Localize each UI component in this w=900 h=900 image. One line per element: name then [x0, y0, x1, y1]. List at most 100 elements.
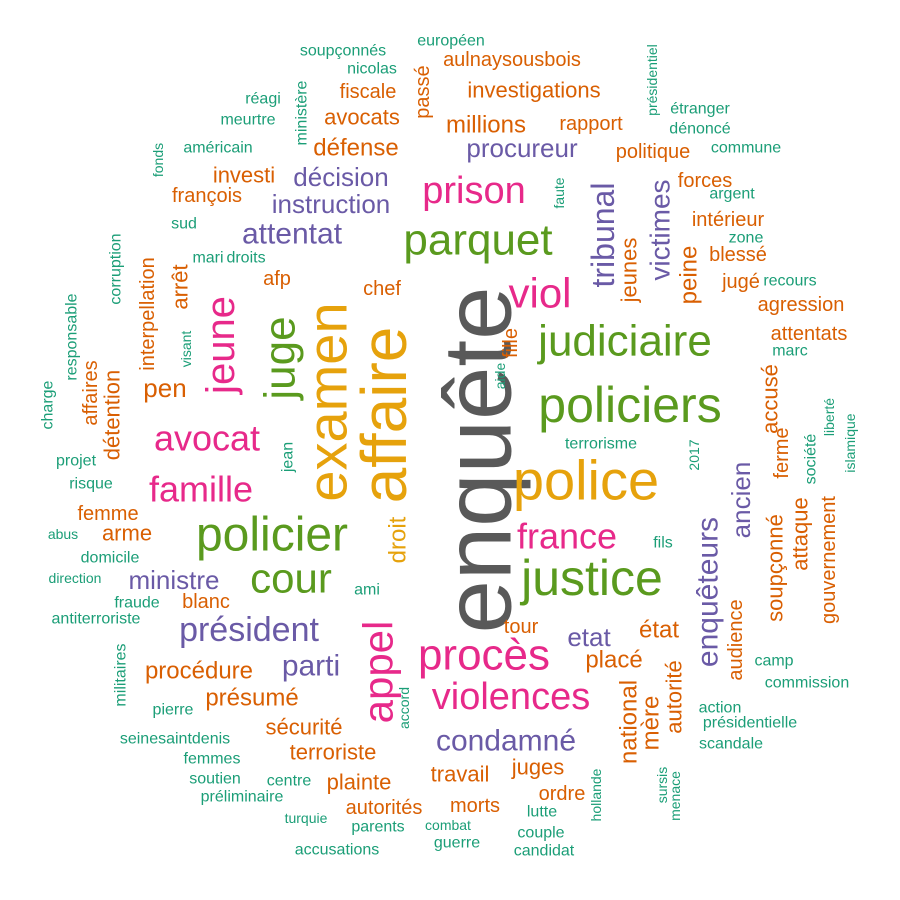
word-proces: procès — [418, 631, 550, 680]
word-affaire: affaire — [348, 327, 420, 504]
word-visant: visant — [178, 331, 194, 368]
word-aulnaysousbois: aulnaysousbois — [443, 49, 581, 71]
word-policiers: policiers — [538, 377, 721, 433]
word-ami: ami — [354, 582, 380, 599]
word-morts: morts — [450, 795, 500, 817]
word-meurtre: meurtre — [220, 112, 275, 129]
word-agression: agression — [758, 294, 845, 316]
word-policier: policier — [196, 509, 348, 562]
word-droits: droits — [226, 250, 265, 267]
word-condamne: condamné — [436, 725, 576, 758]
word-travail: travail — [431, 762, 490, 787]
word-affaires: affaires — [80, 360, 102, 425]
word-politique: politique — [616, 141, 691, 163]
word-presidentielle: présidentielle — [703, 715, 797, 732]
word-preliminaire: préliminaire — [201, 789, 284, 806]
word-centre: centre — [267, 773, 312, 790]
word-abus: abus — [48, 526, 78, 542]
word-procedure: procédure — [145, 658, 253, 685]
word-president: président — [179, 611, 319, 649]
word-femmes: femmes — [184, 751, 241, 768]
word-victimes: victimes — [645, 179, 676, 280]
word-fraude: fraude — [114, 595, 159, 612]
word-cour: cour — [250, 555, 332, 602]
word-islamique: islamique — [842, 413, 858, 472]
word-parti: parti — [282, 650, 340, 683]
word-recours: recours — [763, 273, 816, 290]
word-corruption: corruption — [108, 233, 125, 304]
word-etat: état — [639, 617, 679, 644]
word-accusations: accusations — [295, 842, 380, 859]
word-investigations: investigations — [467, 78, 600, 103]
word-appel: appel — [355, 621, 402, 724]
word-marc: marc — [772, 343, 808, 360]
word-fille: fille — [500, 328, 522, 358]
word-ordre: ordre — [539, 783, 586, 805]
word-jeune: jeune — [199, 296, 243, 395]
word-mere: mère — [638, 696, 665, 751]
word-scandale: scandale — [699, 736, 763, 753]
word-europeen: européen — [417, 33, 485, 50]
word-argent: argent — [709, 186, 755, 203]
word-gouvernement: gouvernement — [818, 496, 840, 624]
word-fiscale: fiscale — [340, 81, 397, 103]
word-direction: direction — [49, 570, 102, 586]
word-denonce: dénoncé — [669, 121, 730, 138]
word-zone: zone — [729, 230, 764, 247]
word-juge: jugé — [721, 271, 760, 293]
word-lutte: lutte — [527, 804, 557, 821]
word-pierre: pierre — [153, 702, 194, 719]
word-avocat: avocat — [154, 418, 260, 459]
word-pen: pen — [143, 373, 186, 403]
word-jean: jean — [280, 442, 297, 473]
word-instruction: instruction — [272, 189, 391, 219]
word-securite: sécurité — [265, 715, 342, 740]
word-reagi: réagi — [245, 91, 281, 108]
word-parents: parents — [351, 819, 404, 836]
word-seinesaintdenis: seinesaintdenis — [120, 731, 230, 748]
word-passe: passé — [412, 65, 434, 118]
word-enquete: enquête — [425, 286, 532, 633]
word-domicile: domicile — [81, 550, 140, 567]
word-arret: arrêt — [168, 264, 193, 309]
word-femme: femme — [77, 503, 138, 525]
word-tribunal: tribunal — [585, 183, 621, 288]
word-juge: juge — [256, 316, 305, 401]
word-national: national — [616, 680, 643, 764]
word-terrorisme: terrorisme — [565, 436, 637, 453]
word-couple: couple — [517, 825, 564, 842]
word-etranger: étranger — [670, 101, 730, 118]
word-action: action — [699, 700, 742, 717]
word-interpellation: interpellation — [137, 257, 159, 370]
word-presidentiel: présidentiel — [644, 44, 660, 116]
word-enqueteurs: enquêteurs — [692, 517, 725, 667]
word-projet: projet — [56, 453, 97, 470]
word-militaires: militaires — [113, 643, 130, 706]
word-presume: présumé — [205, 685, 298, 712]
word-decision: décision — [293, 162, 388, 192]
word-examen: examen — [296, 302, 359, 501]
word-defense: défense — [313, 135, 398, 162]
word-attentat: attentat — [242, 218, 343, 251]
word-avocats: avocats — [324, 105, 400, 130]
word-juges: juges — [511, 755, 565, 780]
word-candidat: candidat — [514, 843, 575, 860]
word-faute: faute — [551, 177, 567, 208]
word-audience: audience — [725, 599, 747, 680]
word-interieur: intérieur — [692, 209, 765, 231]
word-attaque: attaque — [788, 497, 813, 570]
word-police: police — [513, 449, 659, 512]
word-viol: viol — [508, 270, 571, 317]
word-famille: famille — [149, 469, 253, 510]
word-menace: menace — [667, 771, 683, 821]
word-millions: millions — [446, 112, 526, 139]
word-blesse: blessé — [709, 244, 767, 266]
word-droit: droit — [385, 516, 412, 563]
word-francois: françois — [172, 185, 242, 207]
word-sud: sud — [171, 216, 197, 233]
word-place: placé — [585, 647, 642, 674]
word-prison: prison — [422, 170, 526, 212]
word-autorite: autorité — [662, 660, 687, 733]
word-tour: tour — [504, 616, 539, 638]
